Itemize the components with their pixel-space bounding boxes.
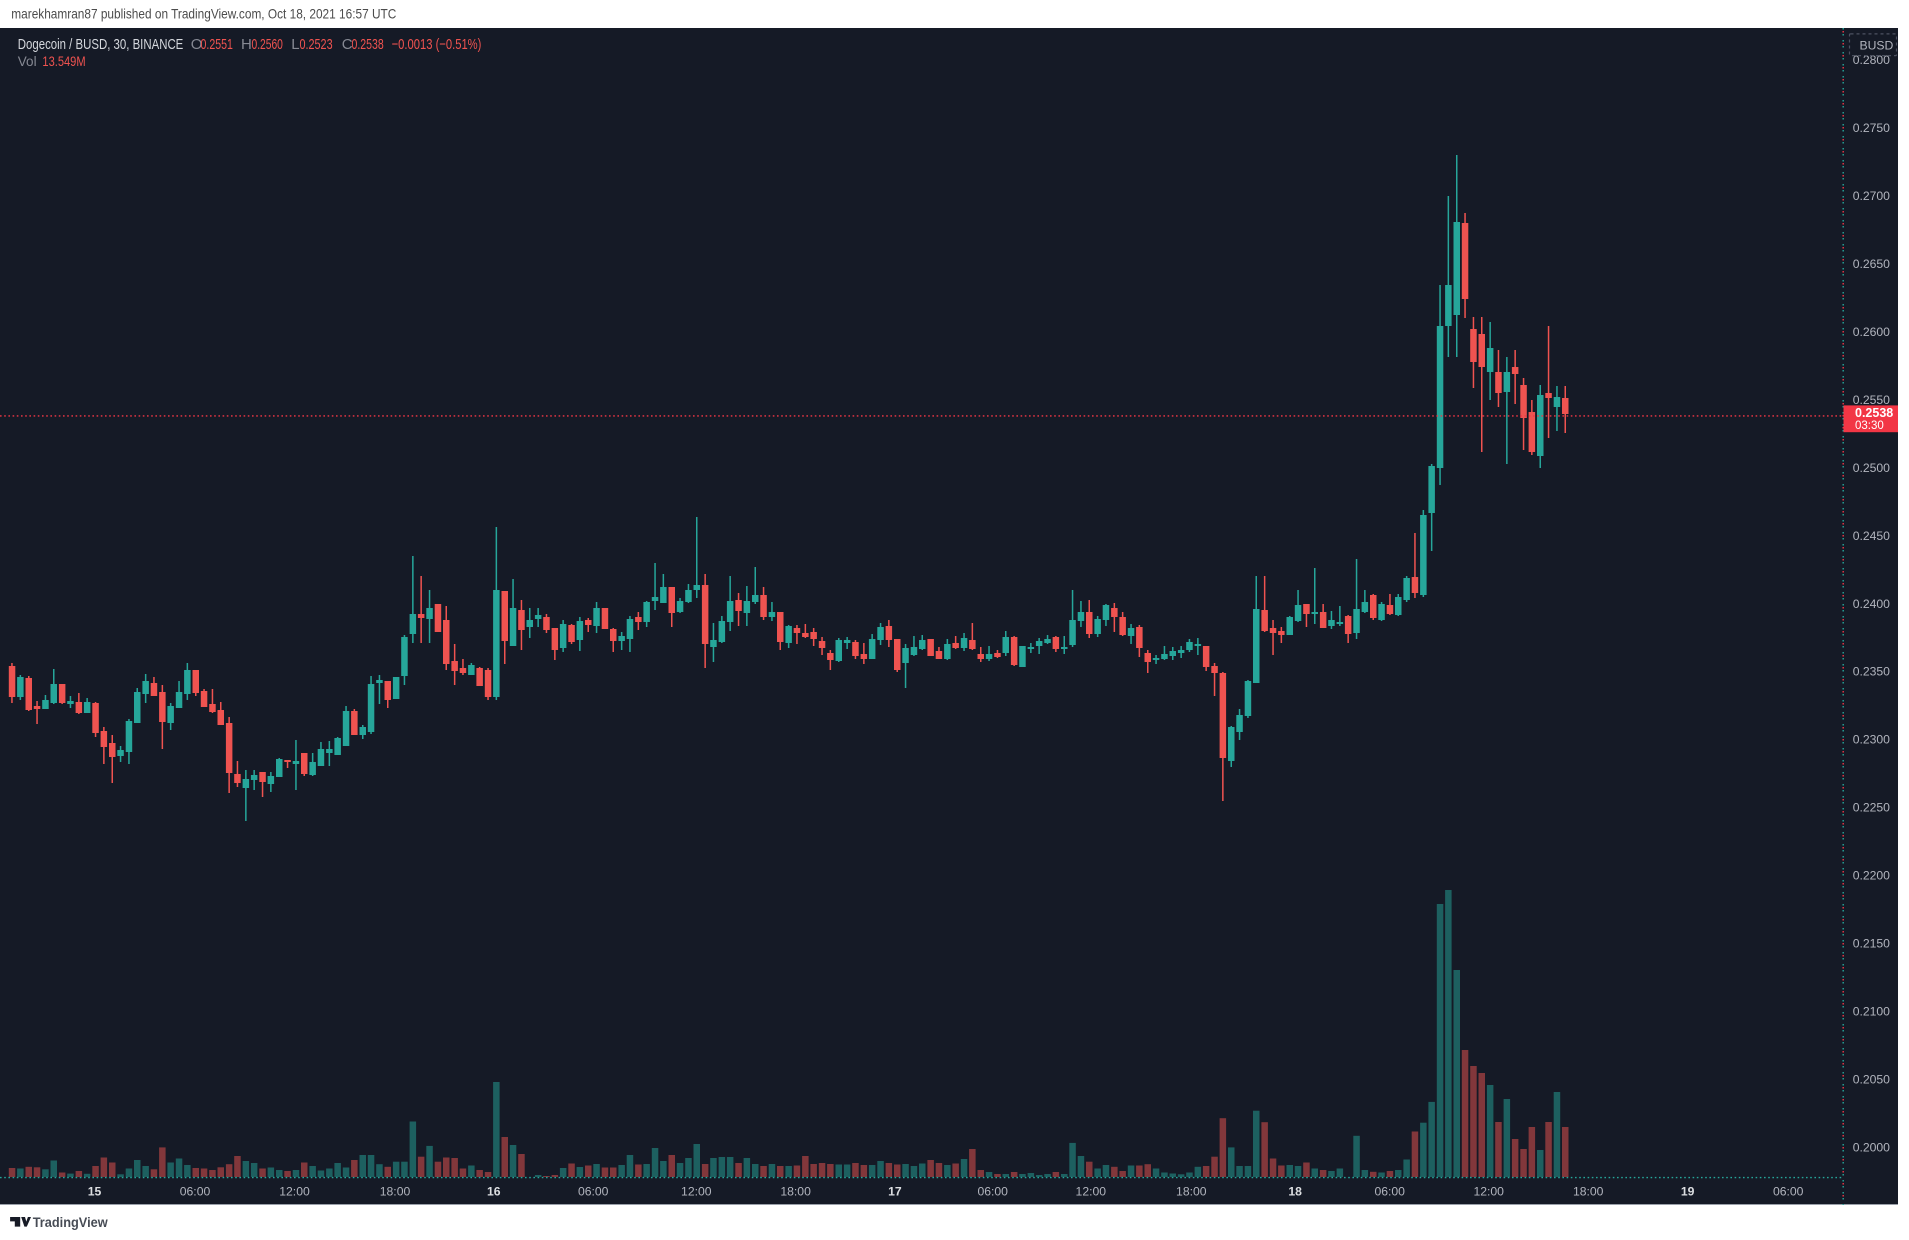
svg-text:12:00: 12:00 <box>681 1184 712 1198</box>
svg-text:06:00: 06:00 <box>1374 1184 1405 1198</box>
svg-text:18:00: 18:00 <box>1176 1184 1207 1198</box>
svg-text:06:00: 06:00 <box>977 1184 1008 1198</box>
svg-text:12:00: 12:00 <box>279 1184 310 1198</box>
svg-text:0.2551: 0.2551 <box>201 36 233 53</box>
svg-text:0.2100: 0.2100 <box>1853 1005 1890 1019</box>
svg-text:18:00: 18:00 <box>780 1184 811 1198</box>
svg-text:12:00: 12:00 <box>1076 1184 1107 1198</box>
svg-text:0.2538: 0.2538 <box>352 36 384 53</box>
svg-text:0.2050: 0.2050 <box>1853 1072 1890 1086</box>
svg-text:19: 19 <box>1681 1184 1695 1198</box>
svg-text:0.2700: 0.2700 <box>1853 189 1890 203</box>
svg-text:18:00: 18:00 <box>380 1184 411 1198</box>
svg-text:0.2500: 0.2500 <box>1853 461 1890 475</box>
svg-text:03:30: 03:30 <box>1855 420 1884 432</box>
svg-text:18: 18 <box>1288 1184 1302 1198</box>
svg-text:C: C <box>342 36 353 53</box>
svg-text:17: 17 <box>888 1184 902 1198</box>
svg-text:0.2000: 0.2000 <box>1853 1140 1890 1154</box>
svg-text:0.2600: 0.2600 <box>1853 325 1890 339</box>
svg-text:18:00: 18:00 <box>1573 1184 1604 1198</box>
svg-text:0.2650: 0.2650 <box>1853 257 1890 271</box>
svg-text:L: L <box>291 36 299 53</box>
svg-text:0.2350: 0.2350 <box>1853 665 1890 679</box>
svg-text:06:00: 06:00 <box>1773 1184 1804 1198</box>
svg-text:O: O <box>191 36 203 53</box>
svg-text:13.549M: 13.549M <box>42 54 85 69</box>
svg-text:06:00: 06:00 <box>180 1184 211 1198</box>
svg-text:0.2450: 0.2450 <box>1853 529 1890 543</box>
svg-text:BUSD: BUSD <box>1860 38 1894 52</box>
svg-text:−0.0013 (−0.51%): −0.0013 (−0.51%) <box>392 36 482 53</box>
svg-text:marekhamran87 published on Tra: marekhamran87 published on TradingView.c… <box>11 7 396 22</box>
svg-text:Dogecoin / BUSD, 30, BINANCE: Dogecoin / BUSD, 30, BINANCE <box>18 36 184 53</box>
svg-text:15: 15 <box>88 1184 102 1198</box>
svg-text:0.2150: 0.2150 <box>1853 937 1890 951</box>
svg-text:H: H <box>241 36 252 53</box>
svg-text:16: 16 <box>487 1184 501 1198</box>
svg-text:0.2750: 0.2750 <box>1853 121 1890 135</box>
svg-text:0.2560: 0.2560 <box>252 36 283 53</box>
svg-text:0.2523: 0.2523 <box>300 36 333 53</box>
svg-text:TradingView: TradingView <box>33 1215 108 1230</box>
svg-text:0.2300: 0.2300 <box>1853 733 1890 747</box>
svg-text:0.2250: 0.2250 <box>1853 801 1890 815</box>
svg-text:0.2550: 0.2550 <box>1853 393 1890 407</box>
svg-text:06:00: 06:00 <box>578 1184 609 1198</box>
svg-text:0.2538: 0.2538 <box>1855 406 1893 420</box>
svg-text:0.2200: 0.2200 <box>1853 869 1890 883</box>
svg-text:Vol: Vol <box>18 54 37 69</box>
svg-text:12:00: 12:00 <box>1473 1184 1504 1198</box>
svg-text:0.2400: 0.2400 <box>1853 597 1890 611</box>
svg-text:0.2800: 0.2800 <box>1853 53 1890 67</box>
